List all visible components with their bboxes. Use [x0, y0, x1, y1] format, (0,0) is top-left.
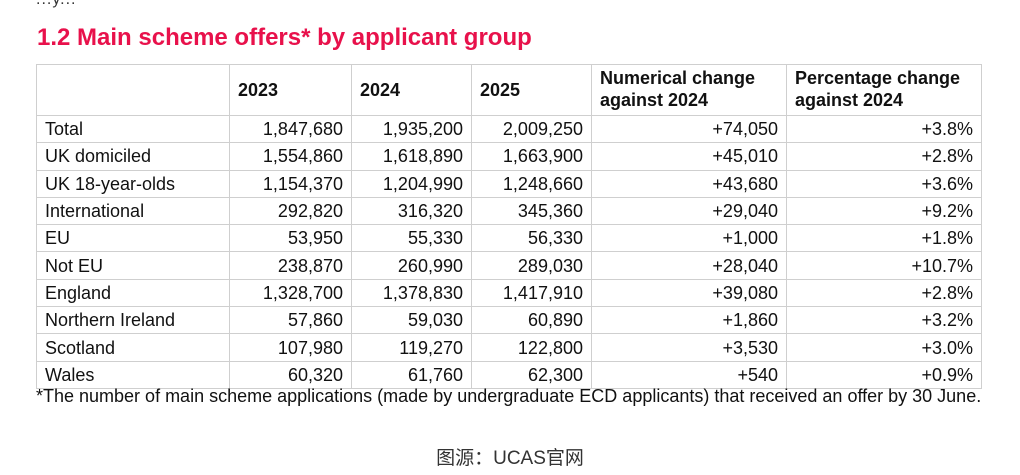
- row-label: UK domiciled: [36, 142, 230, 171]
- numerical-change: +1,860: [591, 306, 787, 335]
- table-row: International 292,820 316,320 345,360 +29,04…: [36, 196, 982, 226]
- value-2024: 316,320: [351, 196, 472, 226]
- value-2023: 107,980: [229, 333, 352, 362]
- value-2025: 62,300: [471, 360, 592, 389]
- value-2024: 1,204,990: [351, 169, 472, 198]
- header-percentage-change: Percentage change against 2024: [786, 64, 982, 116]
- percentage-change: +10.7%: [786, 251, 982, 280]
- value-2025: 1,248,660: [471, 169, 592, 198]
- table-row: Northern Ireland 57,860 59,030 60,890 +1,860…: [36, 306, 982, 335]
- percentage-change: +3.2%: [786, 306, 982, 335]
- row-label: Scotland: [36, 333, 230, 362]
- cropped-text-fragment: ...y...: [36, 0, 76, 9]
- value-2025: 1,663,900: [471, 142, 592, 171]
- table-title: 1.2 Main scheme offers* by applicant gro…: [37, 24, 532, 51]
- value-2023: 292,820: [229, 196, 352, 226]
- numerical-change: +28,040: [591, 251, 787, 280]
- percentage-change: +0.9%: [786, 360, 982, 389]
- table-row: UK 18-year-olds 1,154,370 1,204,990 1,248,6…: [36, 169, 982, 198]
- value-2023: 1,554,860: [229, 142, 352, 171]
- percentage-change: +9.2%: [786, 196, 982, 226]
- value-2024: 1,378,830: [351, 278, 472, 308]
- offers-table: 2023 2024 2025 Numerical change against …: [36, 64, 982, 389]
- percentage-change: +2.8%: [786, 278, 982, 308]
- numerical-change: +39,080: [591, 278, 787, 308]
- table-row: UK domiciled 1,554,860 1,618,890 1,663,900 +…: [36, 142, 982, 171]
- value-2024: 119,270: [351, 333, 472, 362]
- table-row: England 1,328,700 1,378,830 1,417,910 +39,08…: [36, 278, 982, 308]
- row-label: England: [36, 278, 230, 308]
- value-2025: 345,360: [471, 196, 592, 226]
- footnote: *The number of main scheme applications …: [36, 386, 982, 406]
- value-2024: 1,935,200: [351, 114, 472, 144]
- table-row: Not EU 238,870 260,990 289,030 +28,040 +10.7%: [36, 251, 982, 280]
- value-2025: 2,009,250: [471, 114, 592, 144]
- row-label: EU: [36, 224, 230, 253]
- value-2024: 1,618,890: [351, 142, 472, 171]
- row-label: International: [36, 196, 230, 226]
- table-body: Total 1,847,680 1,935,200 2,009,250 +74,050 +…: [36, 114, 982, 389]
- percentage-change: +3.8%: [786, 114, 982, 144]
- value-2024: 55,330: [351, 224, 472, 253]
- numerical-change: +43,680: [591, 169, 787, 198]
- numerical-change: +3,530: [591, 333, 787, 362]
- value-2024: 59,030: [351, 306, 472, 335]
- value-2023: 1,154,370: [229, 169, 352, 198]
- value-2024: 260,990: [351, 251, 472, 280]
- value-2025: 122,800: [471, 333, 592, 362]
- header-2025: 2025: [471, 64, 592, 116]
- row-label: Total: [36, 114, 230, 144]
- row-label: Northern Ireland: [36, 306, 230, 335]
- table-row: Total 1,847,680 1,935,200 2,009,250 +74,050 +…: [36, 114, 982, 144]
- numerical-change: +1,000: [591, 224, 787, 253]
- row-label: UK 18-year-olds: [36, 169, 230, 198]
- value-2025: 289,030: [471, 251, 592, 280]
- value-2023: 57,860: [229, 306, 352, 335]
- percentage-change: +2.8%: [786, 142, 982, 171]
- numerical-change: +74,050: [591, 114, 787, 144]
- value-2023: 1,847,680: [229, 114, 352, 144]
- percentage-change: +3.0%: [786, 333, 982, 362]
- row-label: Not EU: [36, 251, 230, 280]
- table-row: EU 53,950 55,330 56,330 +1,000 +1.8%: [36, 224, 982, 253]
- numerical-change: +29,040: [591, 196, 787, 226]
- header-group: [36, 64, 230, 116]
- value-2025: 60,890: [471, 306, 592, 335]
- row-label: Wales: [36, 360, 230, 389]
- value-2023: 238,870: [229, 251, 352, 280]
- table-header-row: 2023 2024 2025 Numerical change against …: [36, 64, 982, 116]
- table-row: Wales 60,320 61,760 62,300 +540 +0.9%: [36, 360, 982, 389]
- header-numerical-change: Numerical change against 2024: [591, 64, 787, 116]
- header-2023: 2023: [229, 64, 352, 116]
- percentage-change: +1.8%: [786, 224, 982, 253]
- table-row: Scotland 107,980 119,270 122,800 +3,530 +3.0%: [36, 333, 982, 362]
- value-2023: 53,950: [229, 224, 352, 253]
- percentage-change: +3.6%: [786, 169, 982, 198]
- value-2023: 60,320: [229, 360, 352, 389]
- header-2024: 2024: [351, 64, 472, 116]
- numerical-change: +45,010: [591, 142, 787, 171]
- value-2025: 56,330: [471, 224, 592, 253]
- value-2023: 1,328,700: [229, 278, 352, 308]
- value-2025: 1,417,910: [471, 278, 592, 308]
- image-source-caption: 图源：UCAS官网: [436, 448, 584, 469]
